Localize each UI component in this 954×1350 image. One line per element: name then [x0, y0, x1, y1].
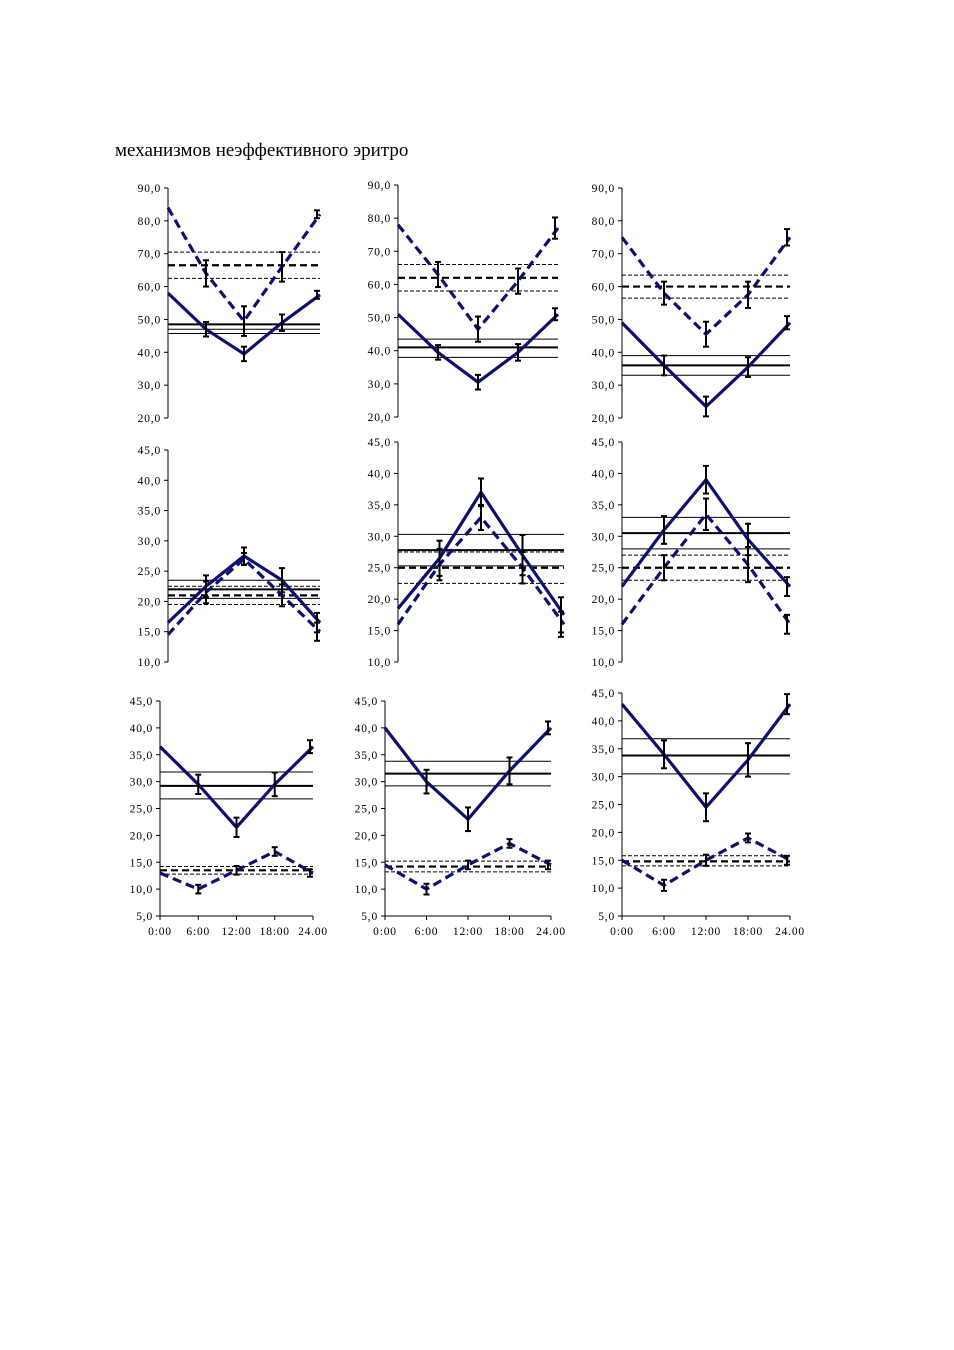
- panel-8-y-tick-label: 45,0: [355, 696, 378, 708]
- figure-caption: механизмов неэффективного эритро: [115, 140, 409, 161]
- panel-8-x-tick-label: 6:00: [415, 926, 439, 938]
- panel-6-y-tick-label: 15,0: [592, 626, 615, 638]
- panel-3-y-tick-label: 70,0: [592, 249, 615, 261]
- panel-5-y-tick-label: 10,0: [368, 657, 391, 669]
- panel-2-y-tick-label: 20,0: [368, 412, 391, 424]
- panel-5-series-dashed: [396, 514, 566, 626]
- panel-4-y-tick-label: 35,0: [138, 506, 161, 518]
- panel-9-x-tick-label: 12:00: [691, 926, 721, 938]
- panel-7-y-tick-label: 40,0: [130, 723, 153, 735]
- panel-8-y-tick-label: 25,0: [355, 804, 378, 816]
- panel-3-y-tick-label: 90,0: [592, 183, 615, 195]
- panel-7-y-tick-label: 30,0: [130, 777, 153, 789]
- panel-4-y-tick-label: 45,0: [138, 445, 161, 457]
- panel-7-y-tick-label: 10,0: [130, 884, 153, 896]
- panel-7-series-solid: [158, 745, 315, 830]
- panel-4-y-tick-label: 10,0: [138, 657, 161, 669]
- panel-2-y-tick-label: 50,0: [368, 313, 391, 325]
- panel-8-y-tick-label: 10,0: [355, 884, 378, 896]
- panel-6-y-tick-label: 45,0: [592, 437, 615, 449]
- panel-4-y-tick-label: 15,0: [138, 627, 161, 639]
- panel-8-series-dashed: [384, 841, 552, 891]
- panel-8-x-tick-label: 24.00: [536, 926, 566, 938]
- panel-7-x-tick-label: 6:00: [186, 926, 210, 938]
- panel-9-y-tick-label: 45,0: [592, 688, 615, 700]
- panel-5-y-tick-label: 45,0: [368, 437, 391, 449]
- panel-9-x-tick-label: 0:00: [610, 926, 634, 938]
- panel-5-y-tick-label: 25,0: [368, 563, 391, 575]
- panel-7-x-tick-label: 0:00: [148, 926, 172, 938]
- panel-7-x-tick-label: 24.00: [298, 926, 328, 938]
- panel-8-x-tick-label: 12:00: [453, 926, 483, 938]
- panel-7-y-tick-label: 20,0: [130, 830, 153, 842]
- panel-7-y-tick-label: 35,0: [130, 750, 153, 762]
- panel-7-y-tick-label: 5,0: [136, 911, 153, 923]
- panel-5-y-tick-label: 35,0: [368, 500, 391, 512]
- panel-9-series-dashed: [621, 836, 791, 888]
- panel-3-y-tick-label: 80,0: [592, 216, 615, 228]
- panel-7-y-tick-label: 45,0: [130, 696, 153, 708]
- panel-6-y-tick-label: 30,0: [592, 531, 615, 543]
- panel-2-y-tick-label: 90,0: [368, 180, 391, 192]
- panel-9-y-tick-label: 15,0: [592, 855, 615, 867]
- panel-9-y-tick-label: 20,0: [592, 827, 615, 839]
- panel-8-x-tick-label: 0:00: [373, 926, 397, 938]
- panel-3-y-tick-label: 60,0: [592, 282, 615, 294]
- panel-5-y-tick-label: 15,0: [368, 626, 391, 638]
- panel-1-y-tick-label: 90,0: [138, 183, 161, 195]
- panel-5-y-tick-label: 40,0: [368, 468, 391, 480]
- panel-2-y-tick-label: 60,0: [368, 279, 391, 291]
- panel-6-y-tick-label: 25,0: [592, 563, 615, 575]
- panel-9-y-tick-label: 25,0: [592, 800, 615, 812]
- panel-2-y-tick-label: 80,0: [368, 213, 391, 225]
- panel-5-y-tick-label: 20,0: [368, 594, 391, 606]
- panel-9-y-tick-label: 40,0: [592, 716, 615, 728]
- panel-8-x-tick-label: 18:00: [494, 926, 524, 938]
- panel-7-x-tick-label: 18:00: [260, 926, 290, 938]
- panel-3-y-tick-label: 40,0: [592, 347, 615, 359]
- panel-9-y-tick-label: 30,0: [592, 772, 615, 784]
- panel-7-y-tick-label: 15,0: [130, 857, 153, 869]
- panel-9-y-tick-label: 35,0: [592, 744, 615, 756]
- panel-6-series-dashed: [620, 511, 792, 626]
- panel-8-y-tick-label: 30,0: [355, 777, 378, 789]
- panel-9-x-tick-label: 24.00: [775, 926, 805, 938]
- panel-9-x-tick-label: 6:00: [652, 926, 676, 938]
- panel-1-series-dashed: [166, 206, 322, 324]
- panel-7-x-tick-label: 12:00: [221, 926, 251, 938]
- panel-4-y-tick-label: 30,0: [138, 536, 161, 548]
- panel-1-y-tick-label: 70,0: [138, 249, 161, 261]
- panel-1-y-tick-label: 40,0: [138, 347, 161, 359]
- panel-8-y-tick-label: 15,0: [355, 857, 378, 869]
- panel-2-y-tick-label: 30,0: [368, 379, 391, 391]
- panel-3-y-tick-label: 20,0: [592, 413, 615, 425]
- panel-8-y-tick-label: 20,0: [355, 830, 378, 842]
- panel-1-y-tick-label: 80,0: [138, 216, 161, 228]
- panel-9-y-tick-label: 10,0: [592, 883, 615, 895]
- panel-4-y-tick-label: 40,0: [138, 475, 161, 487]
- panel-4-y-tick-label: 25,0: [138, 566, 161, 578]
- panel-1-y-tick-label: 60,0: [138, 282, 161, 294]
- panel-2-y-tick-label: 40,0: [368, 346, 391, 358]
- panel-1-y-tick-label: 50,0: [138, 314, 161, 326]
- panel-4-y-tick-label: 20,0: [138, 596, 161, 608]
- panel-6-y-tick-label: 40,0: [592, 468, 615, 480]
- panel-8-y-tick-label: 5,0: [361, 911, 378, 923]
- panel-2-y-tick-label: 70,0: [368, 246, 391, 258]
- panel-9-y-tick-label: 5,0: [598, 911, 615, 923]
- panel-6-y-tick-label: 10,0: [592, 657, 615, 669]
- panel-6-y-tick-label: 35,0: [592, 500, 615, 512]
- panel-8-y-tick-label: 40,0: [355, 723, 378, 735]
- panel-3-y-tick-label: 30,0: [592, 380, 615, 392]
- panel-3-y-tick-label: 50,0: [592, 314, 615, 326]
- panel-1-y-tick-label: 30,0: [138, 380, 161, 392]
- panel-5-y-tick-label: 30,0: [368, 531, 391, 543]
- panel-1-y-tick-label: 20,0: [138, 413, 161, 425]
- panel-6-y-tick-label: 20,0: [592, 594, 615, 606]
- panel-7-y-tick-label: 25,0: [130, 804, 153, 816]
- panel-9-x-tick-label: 18:00: [733, 926, 763, 938]
- panel-8-y-tick-label: 35,0: [355, 750, 378, 762]
